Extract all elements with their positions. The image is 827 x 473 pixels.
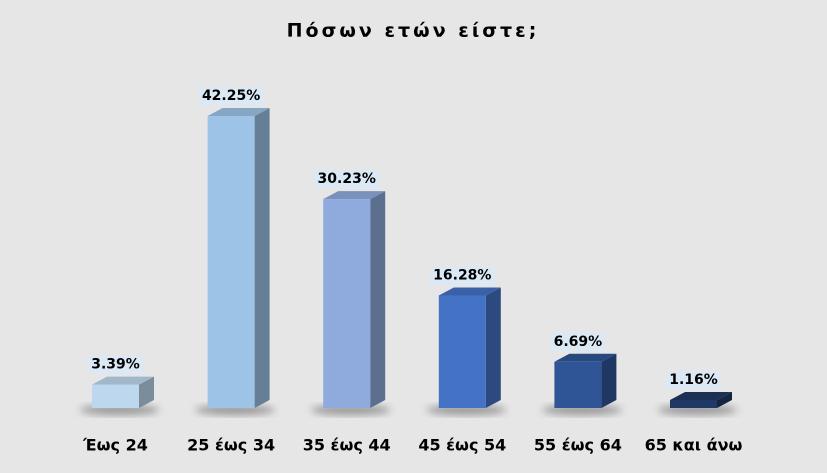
- x-tick-label: 65 και άνω: [645, 436, 743, 455]
- chart-title: Πόσων ετών είστε;: [287, 20, 540, 42]
- bar-front: [554, 361, 602, 408]
- value-label-bg: [88, 355, 143, 374]
- value-label: 30.23%: [318, 171, 376, 187]
- bar: [207, 108, 270, 409]
- bar: [323, 191, 386, 408]
- bar-side: [254, 108, 270, 409]
- value-label: 42.25%: [202, 88, 260, 104]
- value-label: 1.16%: [669, 372, 718, 388]
- x-tick-label: 25 έως 34: [187, 436, 275, 455]
- bar-top: [670, 391, 732, 400]
- value-label-bg: [666, 370, 721, 389]
- bar-side: [601, 353, 617, 408]
- value-label: 6.69%: [554, 334, 603, 350]
- bar-side: [717, 391, 732, 408]
- x-tick-label: 55 έως 64: [534, 436, 622, 455]
- bar-front: [92, 384, 139, 408]
- value-label-bg: [550, 332, 606, 351]
- bar-front: [438, 295, 486, 408]
- value-label-bg: [430, 266, 495, 285]
- value-label-bg: [198, 87, 264, 106]
- bar-side: [370, 191, 386, 408]
- bar-top: [554, 353, 617, 362]
- x-tick-label: Έως 24: [82, 436, 148, 455]
- bar-front: [323, 199, 371, 408]
- bar: [670, 391, 732, 408]
- bar-top: [92, 376, 154, 385]
- bar-top: [207, 108, 270, 117]
- value-label: 16.28%: [433, 268, 491, 284]
- x-tick-label: 45 έως 54: [418, 436, 506, 455]
- bar: [438, 287, 501, 408]
- bar-front: [207, 116, 255, 409]
- bar: [554, 353, 617, 408]
- value-label: 3.39%: [91, 357, 140, 373]
- bar-front: [670, 399, 717, 408]
- x-tick-label: 35 έως 44: [303, 436, 391, 455]
- bar-side: [139, 376, 154, 408]
- bar-top: [438, 287, 501, 296]
- value-label-bg: [314, 170, 379, 189]
- bar-side: [485, 287, 501, 408]
- bar-top: [323, 191, 386, 200]
- bar: [92, 376, 154, 408]
